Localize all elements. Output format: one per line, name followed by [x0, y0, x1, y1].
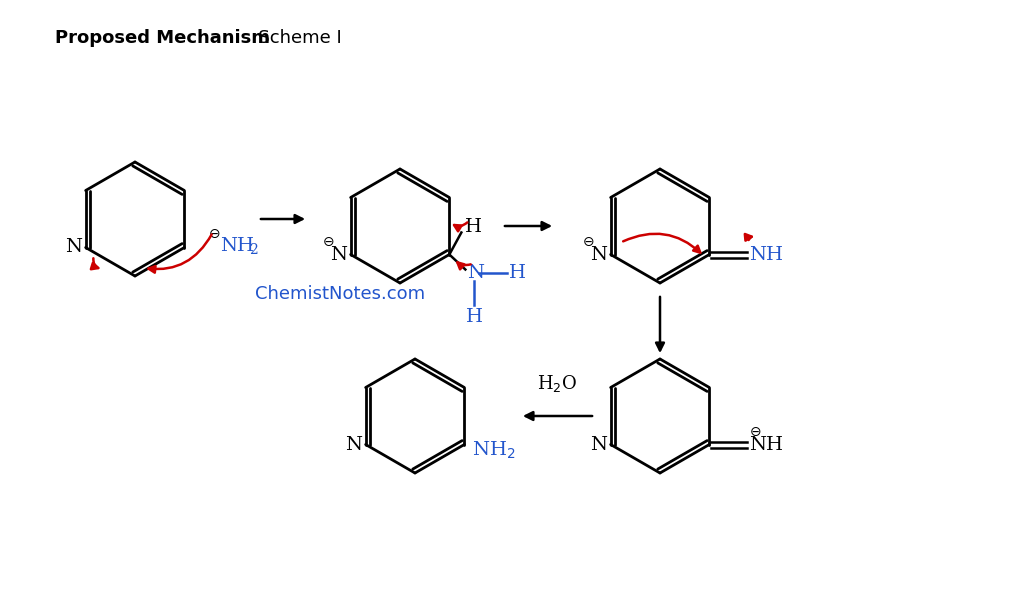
Text: NH: NH	[750, 435, 783, 453]
Text: H: H	[509, 264, 526, 282]
Text: 2: 2	[249, 243, 258, 257]
Text: N: N	[65, 239, 82, 257]
Text: N: N	[590, 245, 606, 264]
Text: H: H	[465, 217, 482, 235]
Text: N: N	[590, 435, 606, 453]
Text: ⊖: ⊖	[583, 235, 595, 248]
Text: Proposed Mechanism: Proposed Mechanism	[55, 29, 270, 47]
Text: NH: NH	[750, 245, 783, 264]
Text: NH$_2$: NH$_2$	[472, 440, 516, 461]
Text: ⊖: ⊖	[209, 227, 221, 241]
Text: N: N	[330, 245, 347, 264]
Text: ⊖: ⊖	[323, 235, 335, 248]
Text: :   Scheme I: : Scheme I	[234, 29, 342, 47]
Text: H: H	[466, 308, 483, 327]
Text: N: N	[345, 435, 361, 453]
Text: NH: NH	[220, 237, 254, 255]
Text: ⊖: ⊖	[750, 425, 761, 438]
Text: ChemistNotes.com: ChemistNotes.com	[255, 285, 425, 303]
Text: H$_2$O: H$_2$O	[538, 373, 578, 394]
Text: N: N	[467, 264, 484, 282]
